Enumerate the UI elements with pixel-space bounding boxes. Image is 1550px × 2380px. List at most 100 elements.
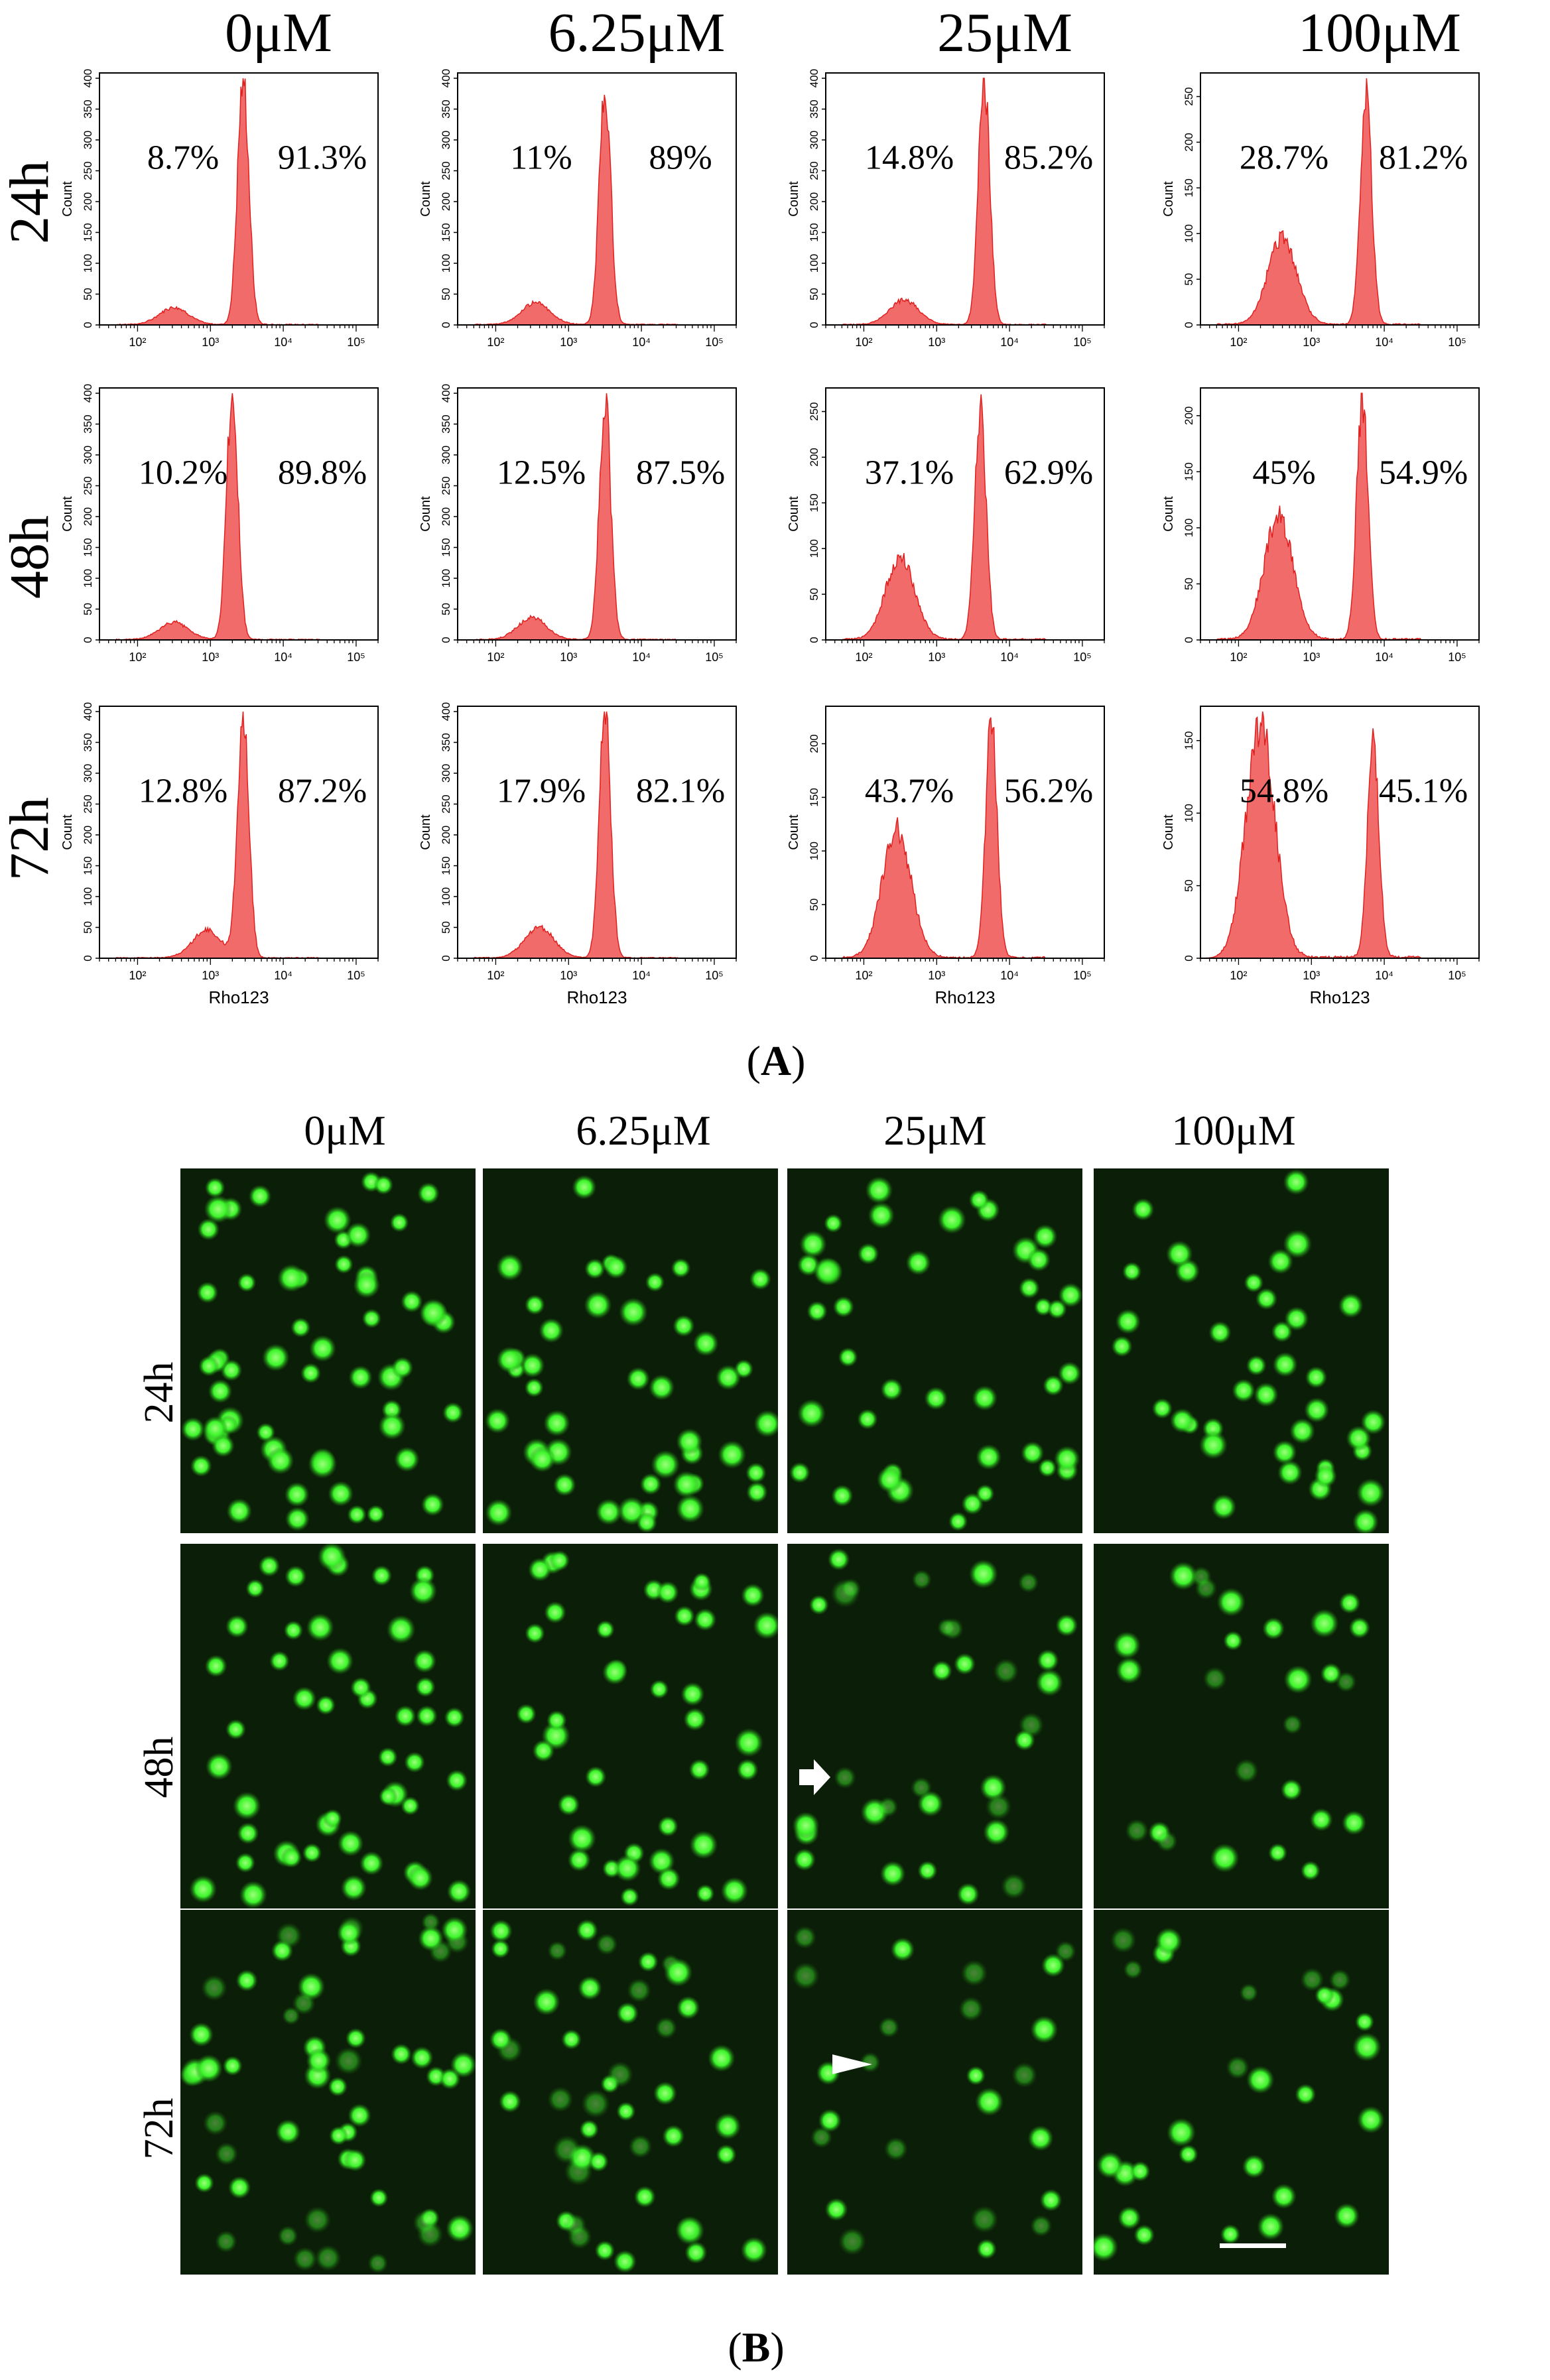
left-population-percent: 28.7%: [1240, 139, 1328, 176]
cell: [792, 1962, 820, 1990]
plot-frame: [457, 387, 737, 641]
cell: [883, 2137, 908, 2161]
cell: [740, 2236, 767, 2264]
y-tick-label: 400: [440, 702, 452, 721]
cell: [807, 1300, 828, 1322]
cell: [235, 1970, 258, 1992]
left-population-percent: 10.2%: [139, 454, 227, 491]
cell: [718, 1440, 747, 1469]
cell: [248, 1184, 272, 1208]
plot-frame: [457, 72, 737, 326]
cell: [197, 1218, 220, 1241]
cell: [1282, 1714, 1303, 1735]
cell: [1289, 1418, 1315, 1444]
cell: [516, 1704, 537, 1724]
row-label-72h-b: 72h: [137, 2098, 182, 2160]
y-tick-label: 350: [440, 414, 452, 433]
y-tick-label: 200: [82, 826, 94, 844]
cell: [720, 1877, 749, 1905]
cell: [1018, 1277, 1040, 1299]
cell: [1165, 1240, 1193, 1268]
cell: [404, 1751, 425, 1773]
cell: [616, 2101, 636, 2121]
micrograph-48h-25μM: [787, 1544, 1082, 1909]
y-tick-label: 300: [82, 764, 94, 783]
cell: [797, 1399, 826, 1428]
cell: [734, 1727, 764, 1757]
y-tick-label: 200: [82, 507, 94, 526]
x-tick-label: 10³: [1303, 969, 1320, 982]
histogram-48h-0μM: 0 50 100 150 200 250 300 350 400 Count 10² 10³ 10⁴ 10…: [46, 384, 398, 713]
cell: [1283, 1168, 1309, 1196]
cell: [366, 1505, 385, 1524]
y-tick-label: 350: [808, 99, 820, 118]
cell: [613, 2249, 637, 2273]
row-label-48h-b: 48h: [137, 1736, 182, 1798]
cell: [1244, 1273, 1264, 1293]
cell: [827, 1548, 850, 1571]
cell: [878, 2017, 900, 2038]
y-tick-label: 300: [440, 764, 452, 783]
y-tick-label: 0: [440, 322, 452, 328]
y-axis-label: Count: [60, 181, 75, 217]
x-tick-label: 10²: [1230, 969, 1247, 982]
cell: [292, 1991, 316, 2015]
cell: [673, 1471, 700, 1498]
cell: [645, 1272, 665, 1292]
y-tick-label: 150: [82, 223, 94, 241]
left-population-percent: 43.7%: [865, 772, 954, 810]
panel-a-letter: A: [760, 1037, 792, 1084]
x-tick-label: 10⁴: [1375, 336, 1393, 349]
cell: [975, 2087, 1004, 2116]
cell: [1271, 2183, 1297, 2210]
cell: [626, 1367, 650, 1391]
x-tick-label: 10³: [560, 336, 577, 349]
y-tick-label: 0: [808, 637, 820, 643]
cell: [595, 1498, 622, 1526]
cell: [993, 1658, 1019, 1684]
x-tick-label: 10⁴: [274, 336, 292, 349]
cell: [1315, 1985, 1334, 2005]
cell: [857, 1409, 878, 1430]
x-tick-label: 10⁵: [1073, 336, 1091, 349]
cell: [818, 2109, 842, 2133]
cell: [419, 1298, 448, 1328]
cell: [676, 1995, 700, 2020]
cell: [799, 1230, 827, 1258]
cell: [401, 1290, 423, 1313]
cell: [1125, 1818, 1149, 1843]
y-tick-label: 0: [808, 322, 820, 328]
cell: [1309, 1609, 1339, 1638]
micrograph-48h-100μM: [1094, 1544, 1389, 1909]
cell: [663, 1958, 693, 1987]
cell: [960, 1960, 988, 1987]
cell: [1232, 1379, 1256, 1403]
x-tick-label: 10³: [202, 336, 219, 349]
cell: [1055, 1614, 1078, 1637]
cell: [1328, 1969, 1351, 1991]
histogram-svg: 0 50 100 150 200 250 300 350 400 Count 10² 10³ 10⁴ 10…: [60, 702, 379, 1007]
cell: [549, 1550, 570, 1571]
cell: [567, 1848, 591, 1872]
cell: [674, 1605, 695, 1627]
cell: [389, 1213, 409, 1233]
cell: [361, 1308, 382, 1329]
cell: [1300, 1968, 1324, 1992]
scale-bar: [1220, 2243, 1286, 2248]
y-tick-label: 250: [82, 161, 94, 180]
histogram-24h-0μM: 0 50 100 150 200 250 300 350 400 Count 10² 10³ 10⁴ 10…: [46, 69, 398, 398]
cell: [1096, 2151, 1124, 2179]
cell: [1037, 1649, 1059, 1672]
cell: [275, 2119, 301, 2145]
cell: [285, 1507, 310, 1532]
cell: [567, 2224, 592, 2249]
cell: [204, 1195, 233, 1223]
cell: [1314, 1464, 1337, 1488]
cell: [1220, 2224, 1241, 2245]
cell: [879, 1861, 906, 1887]
histogram-72h-0μM: 0 50 100 150 200 250 300 350 400 Count 10² 10³ 10⁴ 10…: [46, 702, 398, 1031]
cell: [1111, 1336, 1133, 1357]
cell: [1226, 2056, 1250, 2080]
histogram-svg: 0 50 100 150 200 250 300 350 400 Count 10² 10³ 10⁴ 10…: [419, 702, 737, 1007]
plot-frame: [1200, 387, 1480, 641]
